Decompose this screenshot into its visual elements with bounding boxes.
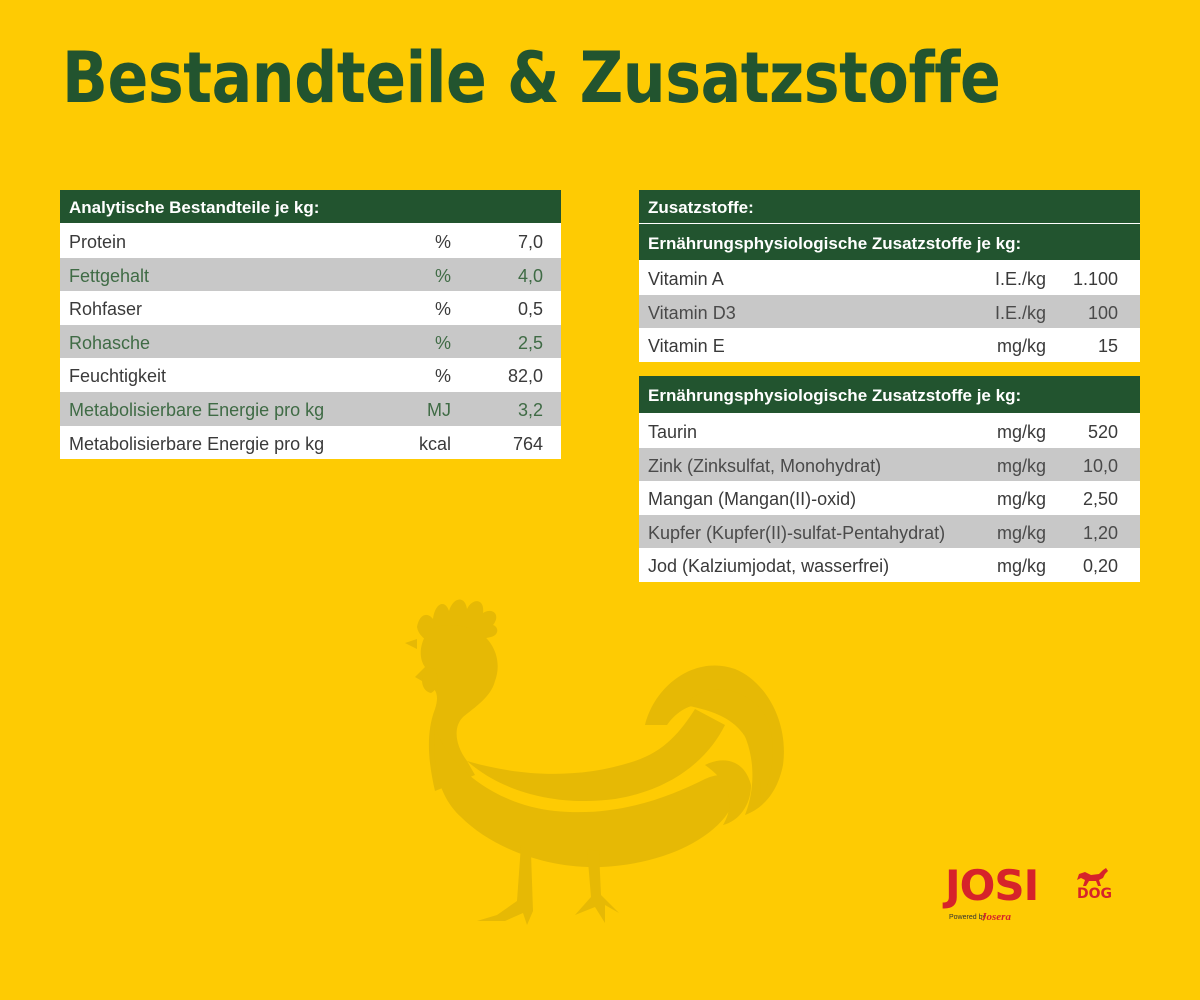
analytic-table-header: Analytische Bestandteile je kg: [60,190,561,224]
row-name: Rohasche [69,332,151,353]
row-name: Metabolisierbare Energie pro kg [69,399,325,420]
table-row: Metabolisierbare Energie pro kg MJ 3,2 [60,391,561,426]
row-unit: I.E./kg [994,302,1046,323]
row-unit: mg/kg [996,556,1046,577]
row-unit: mg/kg [996,455,1046,476]
row-unit: mg/kg [996,422,1046,442]
row-name: Kupfer (Kupfer(II)-sulfat-Pentahydrat) [648,522,946,543]
row-value: 0,20 [1082,556,1118,577]
row-value: 7,0 [517,232,543,252]
table-row: Taurin mg/kg 520 [639,414,1140,448]
rooster-icon [405,599,784,925]
additives-table: Zusatzstoffe: Ernährungsphysiologische Z… [639,190,1140,362]
row-unit: kcal [418,433,451,454]
nutrition-subheader: Ernährungsphysiologische Zusatzstoffe je… [639,376,1140,414]
row-name: Metabolisierbare Energie pro kg [69,433,325,454]
row-value: 4,0 [517,265,543,286]
table-row: Zink (Zinksulfat, Monohydrat) mg/kg 10,0 [639,447,1140,482]
table-row: Jod (Kalziumjodat, wasserfrei) mg/kg 0,20 [639,548,1140,582]
row-unit: % [434,299,451,320]
row-name: Jod (Kalziumjodat, wasserfrei) [648,556,890,577]
row-unit: mg/kg [996,489,1046,510]
table-row: Fettgehalt% 4,0 [60,257,561,292]
row-value: 3,2 [517,399,543,420]
row-value: 1.100 [1072,269,1118,289]
josidog-logo: JOSI DOG Powered by Josera [945,862,1135,932]
dog-icon [1077,868,1108,886]
row-name: Mangan (Mangan(II)-oxid) [648,489,857,510]
row-value: 520 [1087,422,1118,442]
row-name: Protein [69,232,127,252]
row-name: Feuchtigkeit [69,366,167,387]
row-name: Vitamin D3 [648,302,736,323]
table-row: Kupfer (Kupfer(II)-sulfat-Pentahydrat) mg… [639,514,1140,549]
table-row: Metabolisierbare Energie pro kg kcal 764 [60,426,561,460]
row-value: 1,20 [1082,522,1118,543]
row-unit: % [434,265,451,286]
row-value: 764 [512,433,543,454]
row-value: 82,0 [507,366,543,387]
nutrition-subheader: Ernährungsphysiologische Zusatzstoffe je… [639,224,1140,261]
row-unit: mg/kg [996,336,1046,357]
logo-brand: Josera [981,911,1011,923]
row-value: 2,50 [1082,489,1118,510]
table-row: Rohasche% 2,5 [60,324,561,359]
row-value: 10,0 [1082,455,1118,476]
logo-dog-text: DOG [1077,886,1113,902]
row-unit: % [434,232,451,252]
table-row: Vitamin E mg/kg 15 [639,328,1140,362]
row-value: 100 [1087,302,1118,323]
row-unit: I.E./kg [994,269,1046,289]
row-unit: MJ [427,399,451,420]
page-title: Bestandteile & Zusatzstoffe [62,37,1001,119]
logo-powered-by: Powered by [949,914,986,921]
table-row: Rohfaser% 0,5 [60,291,561,325]
row-unit: % [434,332,451,353]
row-name: Vitamin E [648,336,725,357]
nutrition-additives-table: Ernährungsphysiologische Zusatzstoffe je… [639,376,1140,582]
row-value: 2,5 [517,332,543,353]
table-row: Vitamin D3 I.E./kg 100 [639,294,1140,329]
row-value: 15 [1097,336,1118,357]
row-value: 0,5 [517,299,543,320]
table-row: Feuchtigkeit% 82,0 [60,358,561,392]
additives-table-header: Zusatzstoffe: [639,190,1140,224]
analytic-table: Analytische Bestandteile je kg: Protein%… [60,190,561,460]
table-row: Protein% 7,0 [60,224,561,258]
logo-josi-text: JOSI [945,861,1039,910]
row-name: Zink (Zinksulfat, Monohydrat) [648,455,882,476]
table-row: Vitamin A I.E./kg 1.100 [639,261,1140,295]
row-unit: % [434,366,451,387]
row-name: Rohfaser [69,299,143,320]
row-name: Vitamin A [648,269,724,289]
table-row: Mangan (Mangan(II)-oxid) mg/kg 2,50 [639,481,1140,515]
row-name: Fettgehalt [69,265,150,286]
row-name: Taurin [648,422,698,442]
row-unit: mg/kg [996,522,1046,543]
